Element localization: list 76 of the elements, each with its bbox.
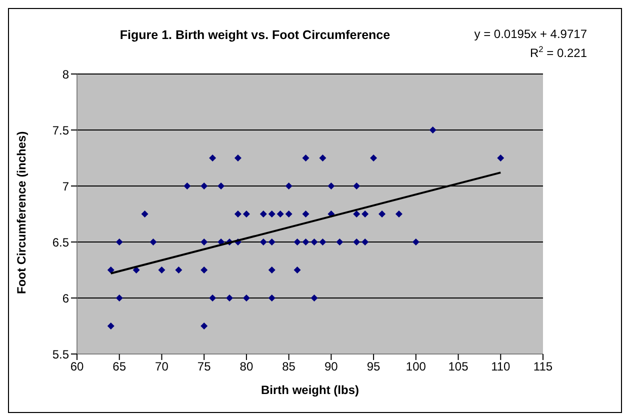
- x-tick-label: 65: [112, 360, 126, 374]
- y-axis-title: Foot Circumference (inches): [14, 131, 28, 294]
- point: [184, 182, 191, 190]
- x-tick-label: 115: [533, 360, 553, 374]
- point: [378, 210, 386, 218]
- point: [497, 154, 504, 162]
- point: [116, 238, 123, 246]
- point: [395, 210, 402, 218]
- x-tick-label: 105: [448, 360, 469, 374]
- point: [234, 210, 242, 218]
- point: [158, 266, 166, 274]
- point: [362, 238, 369, 246]
- point: [353, 210, 360, 218]
- point: [218, 182, 225, 190]
- point: [310, 294, 318, 302]
- y-tick-label: 6: [62, 291, 70, 306]
- point: [141, 210, 148, 218]
- x-axis-title: Birth weight (lbs): [261, 383, 359, 397]
- point: [116, 294, 123, 302]
- x-tick-label: 60: [70, 360, 84, 374]
- text: y = 0.0195x + 4.9717: [474, 27, 588, 41]
- point: [353, 182, 360, 190]
- point: [260, 238, 267, 246]
- point: [319, 154, 326, 162]
- point: [370, 154, 378, 162]
- point: [294, 266, 301, 274]
- x-tick-label: 75: [197, 360, 212, 374]
- point: [242, 294, 250, 302]
- x-tick-label: 100: [406, 360, 426, 374]
- point: [336, 238, 344, 246]
- point: [132, 266, 140, 274]
- point: [276, 210, 284, 218]
- point: [200, 266, 208, 274]
- text: R$^{2}$ = 0.221: [530, 44, 588, 60]
- point: [268, 294, 276, 302]
- point: [242, 210, 250, 218]
- chart-title: Figure 1. Birth weight vs. Foot Circumference: [120, 28, 390, 42]
- point: [328, 182, 335, 190]
- point: [412, 238, 420, 246]
- point: [319, 238, 326, 246]
- point: [200, 322, 208, 330]
- point: [200, 182, 208, 190]
- y-tick-label: 5.5: [52, 347, 70, 362]
- point: [107, 322, 114, 330]
- point: [302, 154, 310, 162]
- x-tick-label: 70: [155, 360, 169, 374]
- y-tick-label: 8: [62, 67, 70, 82]
- point: [150, 238, 157, 246]
- point: [268, 238, 276, 246]
- x-tick-label: 90: [324, 360, 338, 374]
- x-tick-label: 95: [366, 360, 381, 374]
- point: [260, 210, 267, 218]
- point: [294, 238, 301, 246]
- point: [302, 238, 310, 246]
- x-tick-label: 85: [282, 360, 296, 374]
- point: [209, 154, 216, 162]
- point: [353, 238, 360, 246]
- point: [302, 210, 310, 218]
- point: [234, 154, 242, 162]
- y-tick-label: 6.5: [52, 235, 70, 250]
- y-tick-label: 7: [62, 179, 70, 194]
- point: [107, 266, 114, 274]
- point: [362, 210, 369, 218]
- point: [285, 210, 292, 218]
- point: [268, 266, 276, 274]
- point: [268, 210, 276, 218]
- point: [310, 238, 318, 246]
- point: [226, 294, 234, 302]
- x-tick-label: 110: [491, 360, 511, 374]
- point: [200, 238, 208, 246]
- x-tick-label: 80: [240, 360, 254, 374]
- point: [209, 294, 216, 302]
- point: [285, 182, 292, 190]
- point: [429, 126, 436, 134]
- point: [175, 266, 182, 274]
- y-tick-label: 7.5: [52, 123, 70, 138]
